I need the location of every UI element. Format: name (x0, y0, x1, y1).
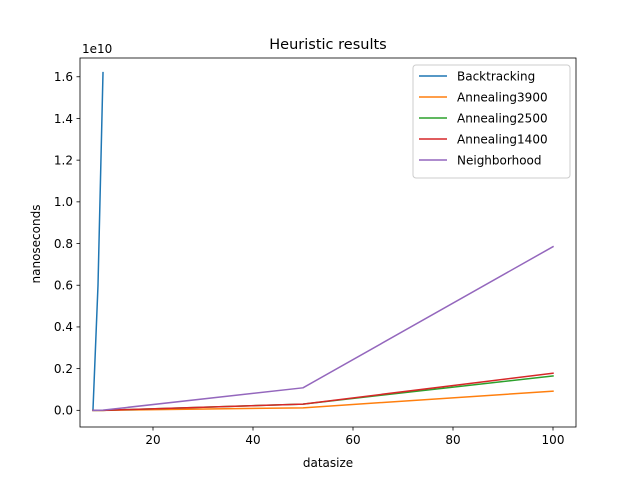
legend-box (412, 64, 571, 179)
series-line-backtracking (92, 71, 104, 411)
y-tick-label: 1.6 (54, 70, 73, 84)
y-tick-label: 0.6 (54, 279, 73, 293)
legend: Backtracking Annealing3900 Annealing2500 An… (412, 64, 571, 179)
series-line-neighborhood (92, 245, 555, 412)
x-axis-label: datasize (303, 456, 353, 470)
x-tick-label: 20 (145, 433, 160, 447)
y-tick-label: 0.2 (54, 362, 73, 376)
y-tick-label: 1.4 (54, 112, 73, 126)
x-tick-label: 80 (445, 433, 460, 447)
axes-frame (79, 57, 577, 428)
y-tick-label: 0.4 (54, 320, 73, 334)
legend-label-backtracking: Backtracking (457, 69, 535, 83)
x-tick-label: 60 (345, 433, 360, 447)
chart-title: Heuristic results (269, 37, 386, 53)
y-axis-label: nanoseconds (29, 205, 43, 284)
y-tick-label: 1.0 (54, 195, 73, 209)
x-axis-ticks: 20 40 60 80 100 (145, 427, 564, 447)
series-lines (92, 71, 555, 412)
y-axis-offset-label: 1e10 (82, 42, 112, 56)
legend-label-annealing1400: Annealing1400 (457, 132, 548, 146)
x-tick-label: 100 (542, 433, 565, 447)
x-tick-label: 40 (245, 433, 260, 447)
y-tick-label: 0.8 (54, 237, 73, 251)
legend-label-annealing2500: Annealing2500 (457, 111, 548, 125)
legend-label-annealing3900: Annealing3900 (457, 90, 548, 104)
legend-label-neighborhood: Neighborhood (457, 153, 542, 167)
plot-area (79, 57, 577, 428)
y-tick-label: 0.0 (54, 404, 73, 418)
y-tick-label: 1.2 (54, 153, 73, 167)
y-axis-ticks: 0.0 0.2 0.4 0.6 0.8 1.0 1.2 1.4 1.6 (54, 70, 80, 418)
